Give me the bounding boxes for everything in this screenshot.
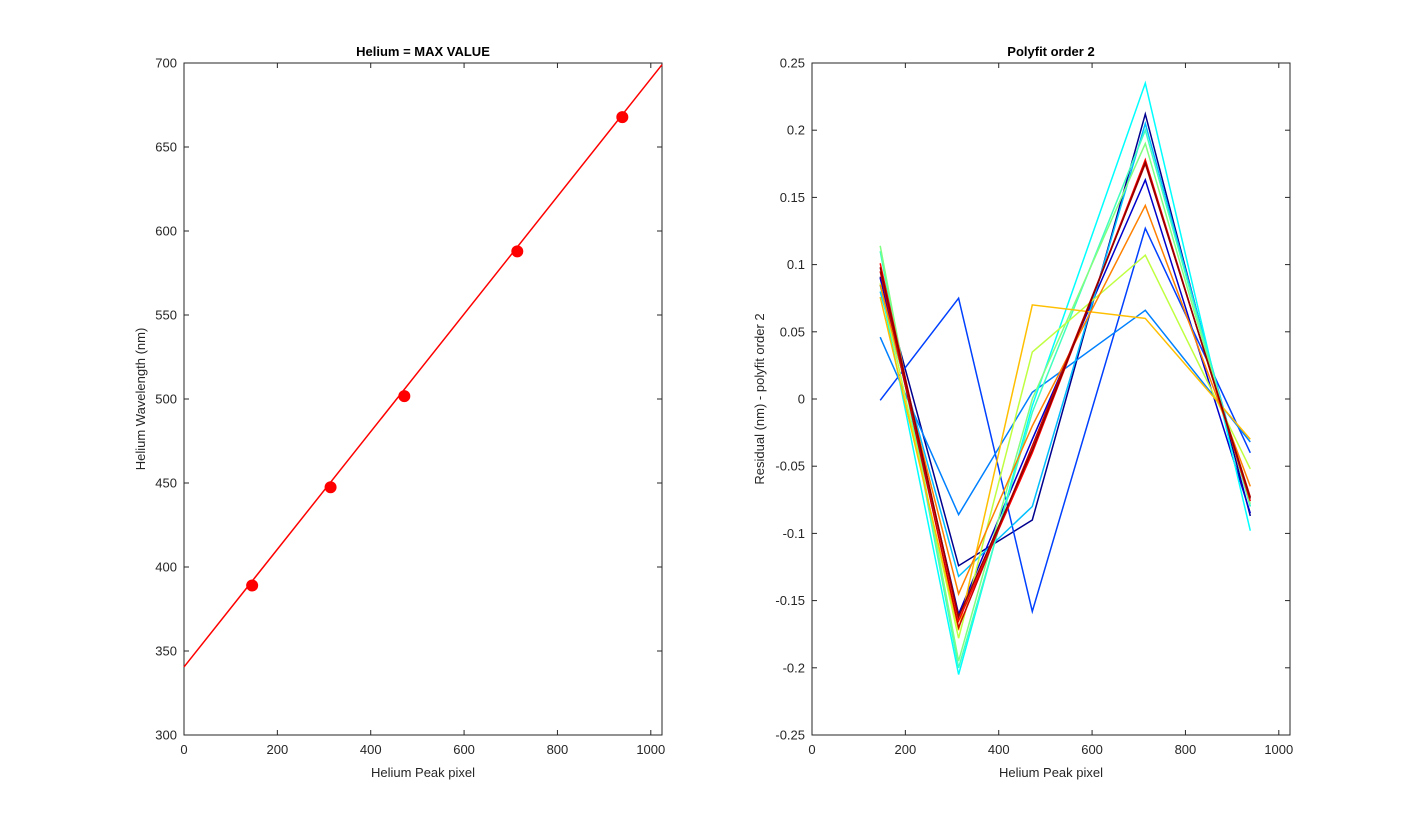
calibration-plot-x-axis-label: Helium Peak pixel [371,765,475,780]
residual-plot-y-tick-label: 0.25 [780,56,805,71]
residual-plot-series-line [879,203,1252,597]
calibration-plot-y-tick-label: 600 [155,224,177,239]
residual-plot-series-line [879,296,1251,631]
residual-plot-y-tick-label: 0.1 [787,257,805,272]
calibration-plot-x-tick-label: 400 [360,742,382,757]
residual-plot-x-tick-label: 200 [895,742,917,757]
residual-plot-y-tick-label: 0.05 [780,324,805,339]
residual-plot-x-axis-label: Helium Peak pixel [999,765,1103,780]
calibration-plot-data-point [324,481,337,494]
residual-plot-series-line [879,127,1252,669]
residual-plot-series-line [879,111,1252,567]
calibration-plot-x-tick-label: 800 [547,742,569,757]
residual-plot-y-tick-label: 0 [798,392,805,407]
calibration-plot-y-tick-label: 300 [155,728,177,743]
calibration-plot-y-tick-label: 550 [155,308,177,323]
residual-plot-series-line [879,80,1252,675]
residual-plot-x-tick-label: 0 [808,742,815,757]
calibration-plot-y-tick-label: 500 [155,392,177,407]
residual-plot-y-tick-label: -0.1 [783,526,805,541]
calibration-plot-fit-line [183,64,663,668]
calibration-plot-axes-box [183,62,663,736]
calibration-plot-data-point [398,390,411,403]
residual-plot-y-tick-label: -0.25 [775,728,805,743]
residual-plot-y-tick-label: -0.15 [775,593,805,608]
residual-plot-y-tick-label: 0.2 [787,123,805,138]
calibration-plot-x-tick-label: 200 [267,742,289,757]
calibration-plot-x-tick-label: 0 [180,742,187,757]
residual-plot-ticks: 0 200 400 600 800 1000 -0.25 -0.2 -0.15 -0.1 -0.05… [775,56,1293,758]
calibration-plot-y-tick-label: 700 [155,56,177,71]
calibration-plot-ticks: 0 200 400 600 800 1000 300 350 400 450 500 550 600 65… [155,56,665,758]
residual-plot-series-line [879,309,1251,517]
residual-plot-x-tick-label: 800 [1175,742,1197,757]
residual-plot-x-tick-label: 1000 [1264,742,1293,757]
calibration-plot-data-point [246,579,259,592]
residual-plot-x-tick-label: 400 [988,742,1010,757]
residual-plot-x-tick-label: 600 [1081,742,1103,757]
calibration-plot: Helium = MAX VALUE Helium Peak pixel Hel… [133,44,665,780]
calibration-plot-data-point [616,111,629,124]
residual-plot-y-tick-label: 0.15 [780,190,805,205]
calibration-plot-title: Helium = MAX VALUE [356,44,490,59]
calibration-plot-data-point [511,245,524,258]
residual-plot-y-tick-label: -0.2 [783,660,805,675]
residual-plot-y-axis-label: Residual (nm) - polyfit order 2 [752,313,767,484]
calibration-plot-lines [183,64,663,668]
residual-plot-series-line [879,226,1251,615]
calibration-plot-y-tick-label: 400 [155,560,177,575]
residual-plot-y-tick-label: -0.05 [775,459,805,474]
calibration-plot-x-tick-label: 600 [453,742,475,757]
residual-plot-series-line [879,160,1252,620]
calibration-plot-markers [246,111,629,592]
calibration-plot-x-tick-label: 1000 [636,742,665,757]
calibration-plot-y-tick-label: 450 [155,476,177,491]
residual-plot: Polyfit order 2 Helium Peak pixel Residu… [752,44,1293,780]
residual-plot-lines [879,80,1252,675]
calibration-plot-y-tick-label: 650 [155,140,177,155]
residual-plot-series-line [879,120,1252,578]
calibration-plot-y-tick-label: 350 [155,644,177,659]
calibration-plot-y-axis-label: Helium Wavelength (nm) [133,328,148,471]
residual-plot-title: Polyfit order 2 [1007,44,1094,59]
